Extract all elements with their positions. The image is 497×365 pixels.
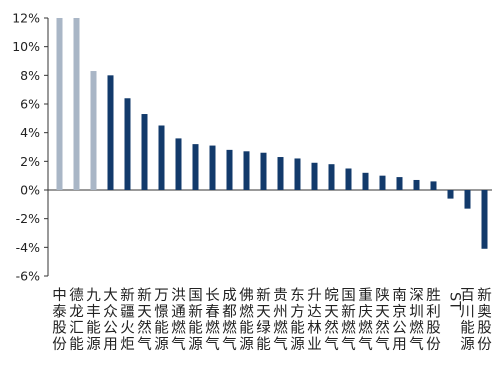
- bar: [379, 175, 386, 190]
- y-axis: -6% -4% -2% 0% 2% 4% 6% 8% 10% 12%: [12, 11, 492, 284]
- y-tick-label: 0%: [20, 183, 40, 198]
- bar: [328, 164, 335, 190]
- y-tick-label: -6%: [16, 269, 40, 284]
- x-tick-label: 贵州燃气: [273, 287, 288, 353]
- x-tick-label: 大众公用: [103, 287, 118, 353]
- y-tick-label: 6%: [20, 97, 40, 112]
- bar: [158, 125, 165, 190]
- bar: [396, 177, 403, 190]
- x-tick-label: 国新燃气: [341, 288, 356, 353]
- bar: [430, 181, 437, 190]
- x-tick-label: 重庆燃气: [358, 287, 373, 353]
- x-tick-label: 升达林业: [307, 287, 322, 353]
- x-axis-labels: 中泰股份德龙汇能九丰能源大众公用新疆火炬新天然气万憬能源洪通燃气国新能源长春燃气…: [52, 287, 492, 353]
- bar: [192, 144, 199, 190]
- x-tick-label: 洪通燃气: [171, 287, 186, 353]
- bar: [90, 71, 97, 190]
- x-tick-label: 胜利股份: [426, 287, 441, 353]
- x-tick-label: 南京公用: [392, 287, 407, 353]
- y-tick-label: 4%: [20, 125, 40, 140]
- x-tick-label: 皖天然气: [324, 287, 339, 353]
- bar: [141, 114, 148, 190]
- x-tick-label: 新疆火炬: [120, 287, 135, 353]
- bar: [345, 168, 352, 190]
- x-tick-label: 成都燃气: [222, 287, 237, 353]
- bar: [481, 190, 488, 249]
- y-tick-label: 10%: [12, 39, 40, 54]
- bar: [294, 158, 301, 190]
- bar: [260, 152, 267, 190]
- bar: [175, 138, 182, 190]
- bar: [243, 151, 250, 190]
- bar: [124, 98, 131, 190]
- x-tick-label: ST: [447, 292, 463, 310]
- bar: [277, 157, 284, 190]
- x-tick-label: 百川能源: [460, 288, 475, 353]
- x-tick-label: 德龙汇能: [69, 287, 84, 353]
- x-tick-label: 东方能源: [290, 287, 305, 353]
- bar: [464, 190, 471, 209]
- y-tick-label: -2%: [16, 211, 40, 226]
- bars: [56, 18, 488, 249]
- x-tick-label: 万憬能源: [154, 288, 169, 353]
- bar: [447, 190, 454, 199]
- x-tick-label: 深圳燃气: [409, 287, 424, 353]
- y-tick-label: 12%: [12, 11, 40, 26]
- bar: [226, 149, 233, 190]
- bar: [311, 162, 318, 190]
- y-tick-label: 8%: [20, 68, 40, 83]
- bar: [107, 75, 114, 190]
- bar: [209, 145, 216, 190]
- bar: [73, 18, 80, 190]
- x-tick-label: 陕天然气: [375, 287, 390, 353]
- bar: [56, 18, 63, 190]
- x-tick-label: 国新能源: [188, 288, 203, 353]
- x-tick-label: 九丰能源: [86, 287, 101, 353]
- x-tick-label: 新天绿能: [256, 287, 271, 353]
- x-tick-label: 新奥股份: [477, 287, 492, 353]
- x-tick-label: 长春燃气: [205, 287, 220, 353]
- bar: [413, 179, 420, 190]
- y-tick-label: -4%: [16, 240, 40, 255]
- y-tick-label: 2%: [20, 154, 40, 169]
- x-tick-label: 中泰股份: [52, 287, 67, 353]
- x-tick-label: 佛燃能源: [239, 287, 254, 353]
- bar: [362, 172, 369, 190]
- x-tick-label: 新天然气: [137, 287, 152, 353]
